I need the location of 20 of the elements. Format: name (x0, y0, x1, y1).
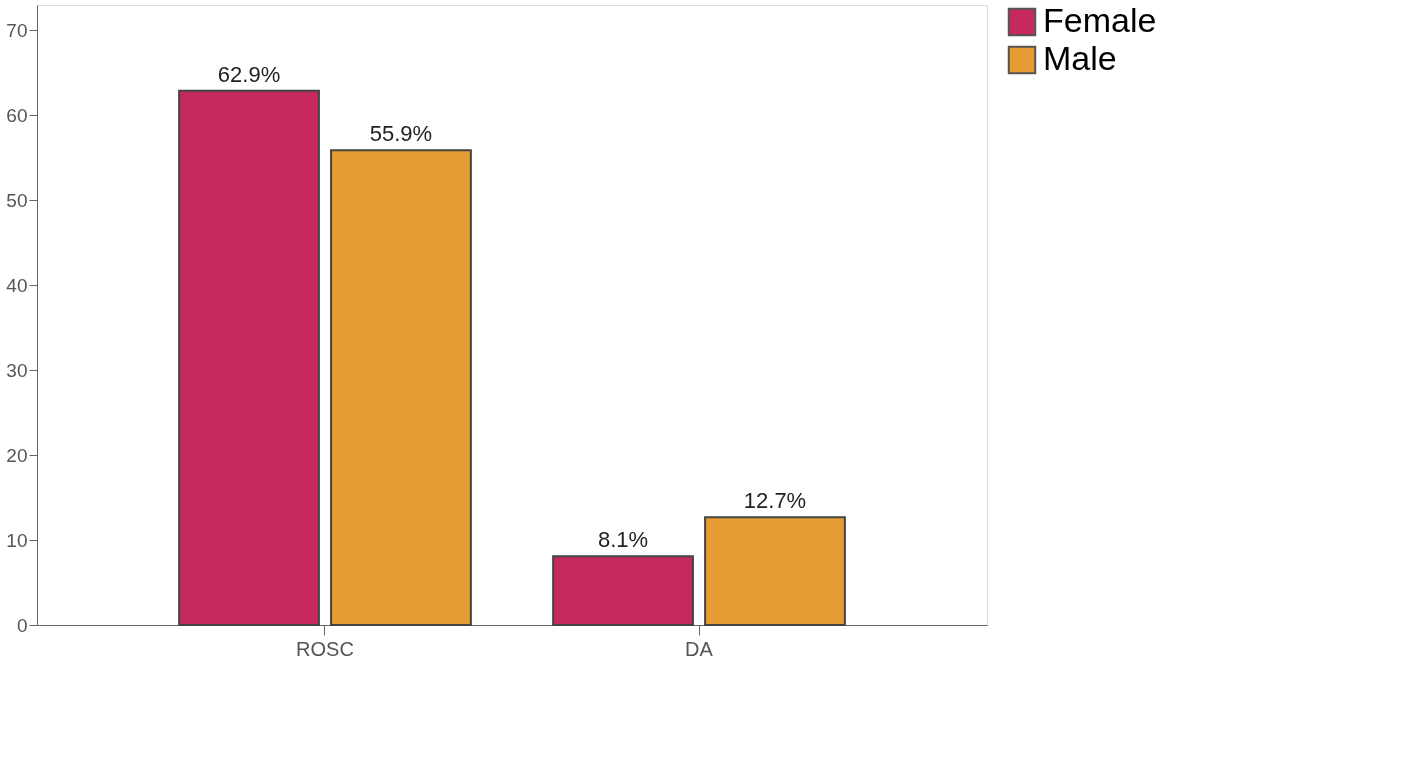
bar (178, 89, 320, 626)
bar (552, 555, 694, 626)
legend-label: Female (1043, 1, 1157, 39)
y-tick-label: 0 (16, 614, 28, 636)
y-tick-label: 40 (6, 274, 28, 296)
data-label: 8.1% (597, 527, 649, 553)
x-tick-label: DA (685, 637, 714, 660)
y-tick-label: 30 (6, 359, 28, 381)
bar (330, 149, 472, 626)
y-tick-label: 70 (6, 19, 28, 41)
y-tick-label: 60 (6, 104, 28, 126)
y-tick-label: 50 (6, 189, 28, 211)
legend-label: Male (1043, 39, 1117, 77)
bar (704, 516, 846, 626)
y-tick-label: 10 (6, 529, 28, 551)
data-label: 12.7% (743, 488, 807, 514)
y-tick-label: 20 (6, 444, 28, 466)
data-label: 55.9% (369, 121, 433, 147)
x-tick-label: ROSC (296, 637, 354, 660)
data-label: 62.9% (217, 61, 281, 87)
